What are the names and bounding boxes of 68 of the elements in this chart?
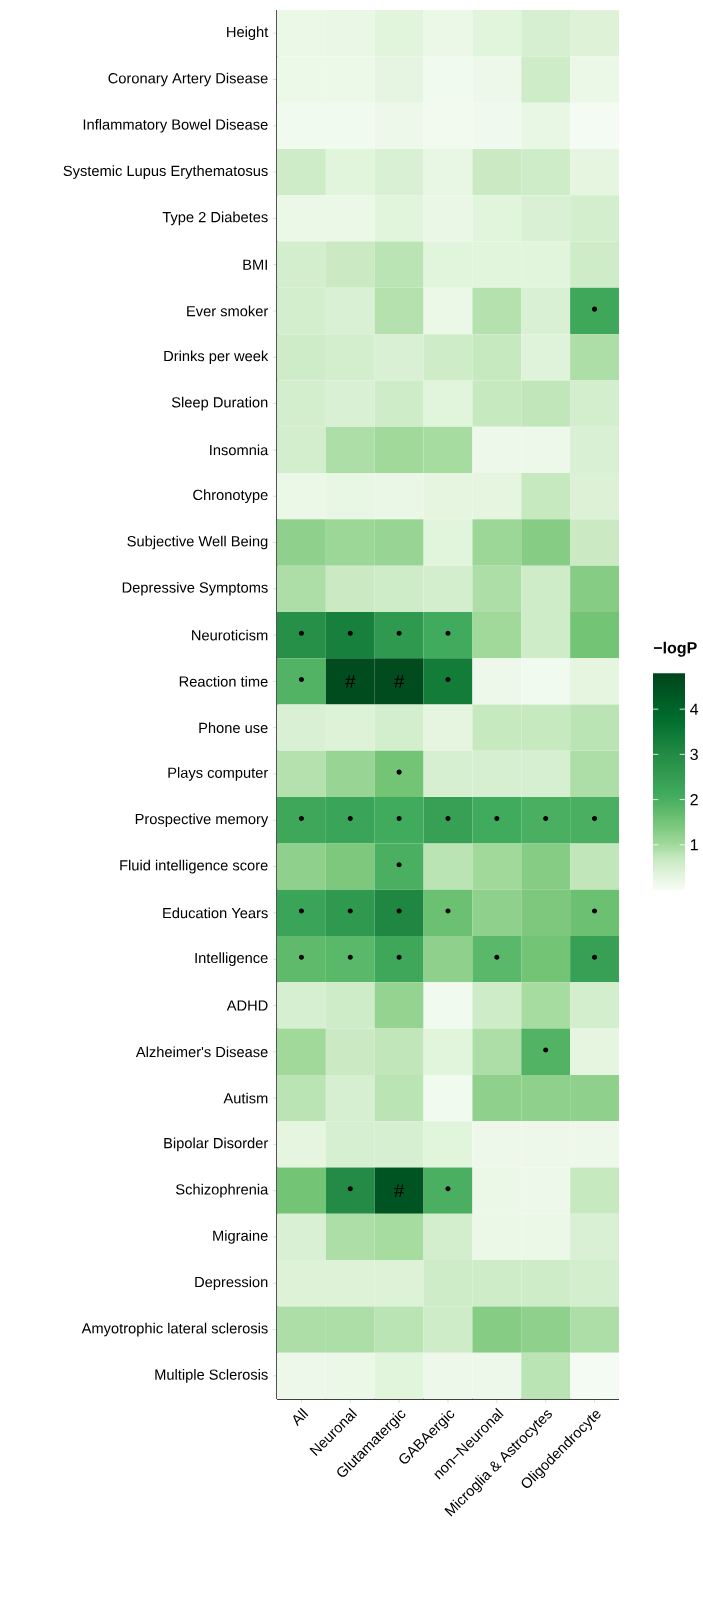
data-label: # bbox=[394, 1184, 405, 1198]
y-tick-label: Intelligence bbox=[195, 952, 268, 966]
data-label: • bbox=[445, 908, 451, 914]
color-bar-label: 2 bbox=[690, 794, 698, 806]
color-bar-label: 1 bbox=[690, 839, 698, 851]
data-label: # bbox=[345, 674, 356, 688]
y-tick-label: Subjective Well Being bbox=[127, 535, 268, 550]
y-tick-label: Prospective memory bbox=[135, 813, 269, 828]
y-tick-label: Reaction time bbox=[179, 675, 268, 687]
y-tick-label: BMI bbox=[243, 259, 267, 270]
data-label: • bbox=[543, 815, 549, 821]
data-label: • bbox=[445, 677, 451, 683]
data-label: • bbox=[592, 306, 598, 312]
data-label: • bbox=[396, 954, 402, 960]
y-tick-label: Depression bbox=[195, 1276, 268, 1291]
color-bar-title: −logP bbox=[653, 641, 697, 657]
data-label: • bbox=[445, 630, 451, 636]
y-tick-label: ADHD bbox=[226, 1000, 268, 1011]
y-tick-label: Sleep Duration bbox=[171, 396, 268, 411]
y-tick-label: Drinks per week bbox=[164, 350, 269, 365]
data-label: • bbox=[445, 1186, 451, 1192]
x-tick-label: All bbox=[293, 1407, 309, 1427]
y-tick-label: Coronary Artery Disease bbox=[108, 72, 268, 87]
y-tick-label: Plays computer bbox=[168, 767, 269, 781]
y-tick-label: Neuroticism bbox=[192, 629, 268, 641]
data-label: • bbox=[298, 908, 304, 914]
y-tick-label: Height bbox=[227, 26, 269, 41]
data-label: • bbox=[445, 815, 451, 821]
data-label: • bbox=[396, 630, 402, 636]
data-label: • bbox=[592, 954, 598, 960]
data-label: • bbox=[298, 677, 304, 683]
data-label: # bbox=[394, 674, 405, 688]
y-tick-label: Migraine bbox=[213, 1230, 268, 1244]
y-tick-label: Ever smoker bbox=[187, 305, 269, 317]
y-tick-label: Fluid intelligence score bbox=[120, 859, 268, 874]
data-label: • bbox=[396, 769, 402, 775]
y-tick-label: Depressive Symptoms bbox=[122, 581, 268, 596]
y-tick-label: Bipolar Disorder bbox=[164, 1137, 268, 1152]
y-tick-label: Multiple Sclerosis bbox=[155, 1369, 268, 1383]
color-bar-label: 3 bbox=[690, 748, 698, 761]
data-label: • bbox=[347, 630, 353, 636]
data-label: • bbox=[298, 954, 304, 960]
y-tick-label: Alzheimer's Disease bbox=[135, 1046, 268, 1058]
color-bar-label: 4 bbox=[690, 703, 699, 715]
y-tick-label: Chronotype bbox=[193, 489, 268, 503]
data-label: • bbox=[592, 908, 598, 914]
data-label: • bbox=[494, 954, 500, 960]
data-label: • bbox=[347, 954, 353, 960]
data-label: • bbox=[396, 862, 402, 868]
y-tick-label: Systemic Lupus Erythematosus bbox=[63, 165, 268, 179]
data-label: • bbox=[543, 1047, 549, 1053]
data-label: • bbox=[298, 815, 304, 821]
data-label: • bbox=[347, 815, 353, 821]
y-tick-label: Schizophrenia bbox=[176, 1183, 269, 1198]
data-label: • bbox=[396, 815, 402, 821]
data-label: • bbox=[494, 815, 500, 821]
y-tick-label: Phone use bbox=[199, 722, 268, 734]
y-tick-label: Type 2 Diabetes bbox=[162, 211, 268, 226]
data-label: • bbox=[298, 630, 304, 636]
data-label: • bbox=[396, 908, 402, 914]
y-tick-label: Amyotrophic lateral sclerosis bbox=[81, 1322, 268, 1337]
data-label: • bbox=[347, 908, 353, 914]
y-tick-label: Autism bbox=[223, 1092, 268, 1104]
data-label: • bbox=[347, 1186, 353, 1192]
y-tick-label: Education Years bbox=[163, 907, 268, 919]
y-tick-label: Insomnia bbox=[210, 444, 269, 456]
data-label: • bbox=[592, 815, 598, 821]
y-tick-label: Inflammatory Bowel Disease bbox=[83, 118, 268, 133]
